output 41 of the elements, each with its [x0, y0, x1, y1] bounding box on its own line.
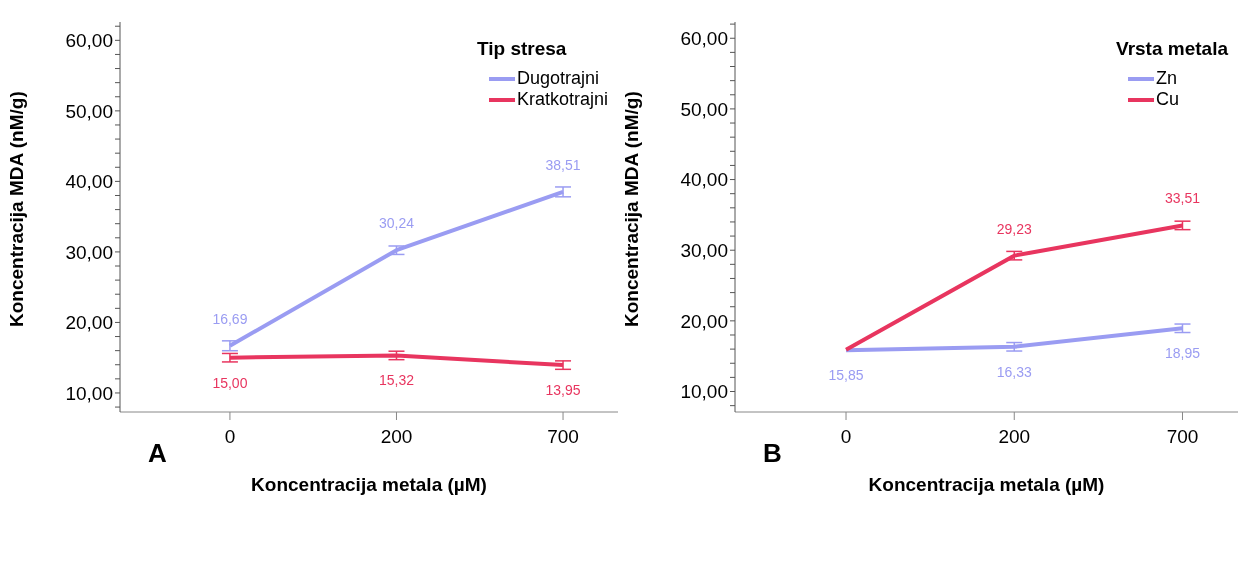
data-label: 38,51 [545, 156, 581, 173]
data-label: 16,69 [212, 310, 248, 327]
legend-label: Cu [1156, 89, 1180, 110]
y-tick-label: 60,00 [65, 30, 113, 52]
y-tick-label: 20,00 [65, 312, 113, 334]
y-tick-label: 50,00 [65, 100, 113, 122]
y-axis-title: Koncentracija MDA (nM/g) [620, 91, 642, 327]
x-axis-title: Koncentracija metala (µM) [868, 474, 1105, 495]
legend-title: Tip stresa [476, 38, 568, 60]
text: B [763, 438, 782, 469]
y-tick-label: 10,00 [65, 382, 113, 404]
data-label: 13,95 [545, 382, 581, 399]
y-tick-label: 40,00 [65, 171, 113, 193]
data-label: 15,85 [828, 367, 864, 384]
y-tick-label: 40,00 [680, 169, 728, 191]
data-label: 15,00 [212, 374, 248, 391]
x-tick-label: 200 [380, 426, 413, 448]
data-label: 30,24 [378, 215, 415, 232]
y-tick-label: 10,00 [680, 381, 728, 403]
legend-label: Kratkotrajni [516, 89, 608, 110]
x-axis-title: Koncentracija metala (µM) [251, 474, 487, 495]
data-label: 16,33 [996, 363, 1032, 380]
data-label: 33,51 [1164, 190, 1201, 207]
legend-label: Zn [1156, 68, 1178, 89]
x-tick-label: 0 [224, 426, 236, 448]
y-axis-title: Koncentracija MDA (nM/g) [5, 91, 27, 327]
y-tick-label: 20,00 [680, 310, 728, 332]
y-tick-label: 30,00 [65, 241, 113, 263]
data-label: 15,32 [378, 372, 415, 389]
text: A [148, 438, 167, 469]
legend-title: Vrsta metala [1116, 38, 1228, 60]
data-label: 29,23 [996, 220, 1032, 237]
x-tick-label: 200 [998, 426, 1031, 448]
x-tick-label: 700 [1166, 426, 1199, 448]
legend-label: Dugotrajni [516, 68, 599, 89]
data-label: 18,95 [1164, 345, 1201, 362]
x-tick-label: 0 [840, 426, 852, 448]
y-tick-label: 30,00 [680, 239, 728, 261]
y-tick-label: 60,00 [680, 27, 728, 49]
y-tick-label: 50,00 [680, 98, 728, 120]
x-tick-label: 700 [547, 426, 579, 448]
